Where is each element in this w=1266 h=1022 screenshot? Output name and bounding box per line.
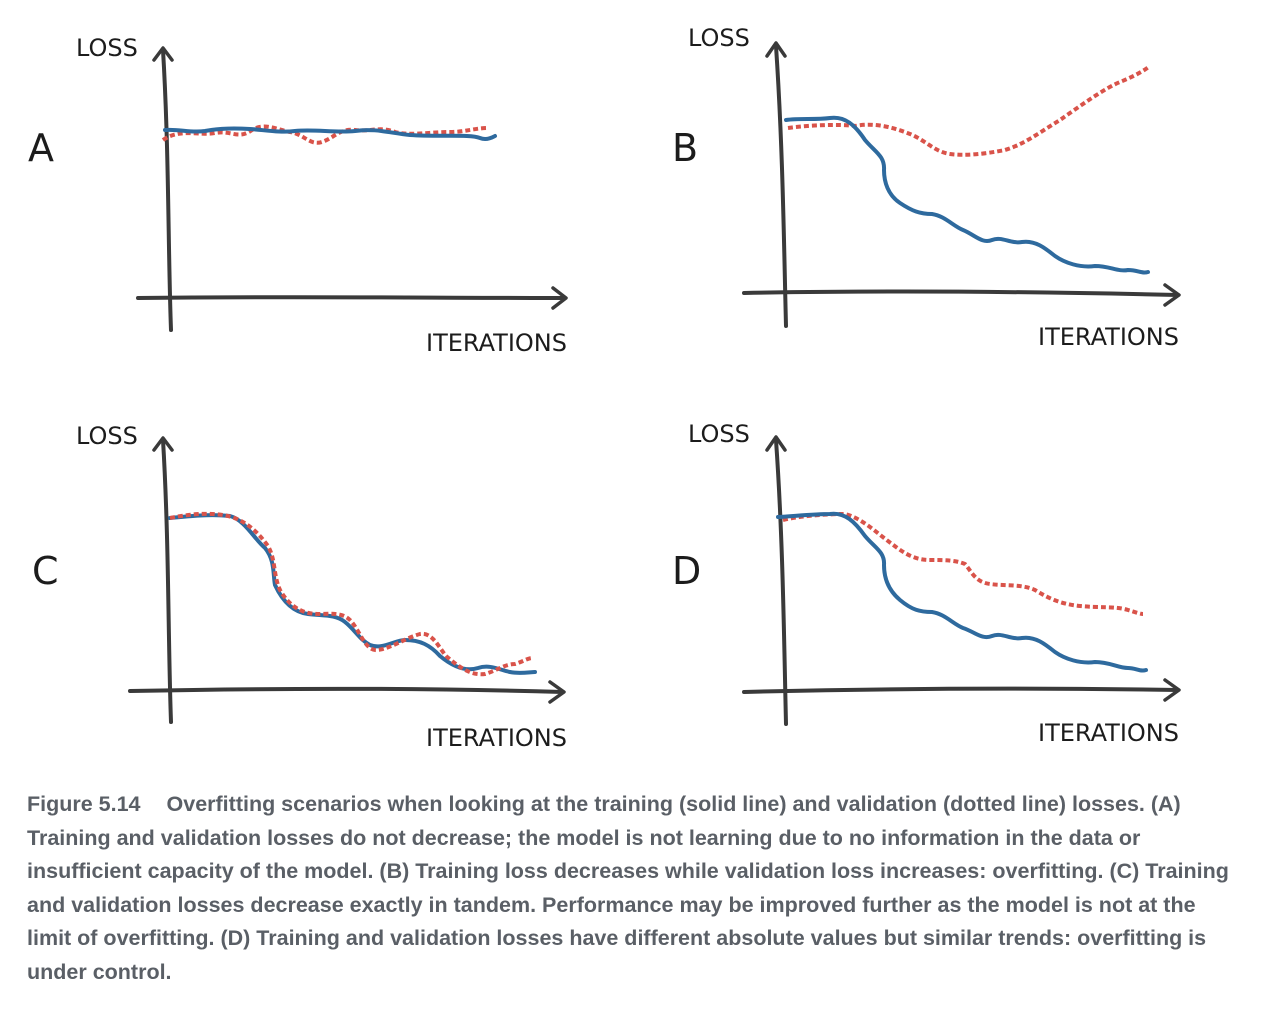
panel-c-letter: C xyxy=(32,549,59,593)
panel-c-training-line xyxy=(168,513,537,675)
panel-d: D LOSS ITERATIONS xyxy=(672,420,1181,747)
panel-c-x-arrow xyxy=(548,680,566,704)
panel-c-xlabel: ITERATIONS xyxy=(426,724,567,752)
panel-d-ylabel: LOSS xyxy=(688,420,750,448)
panel-b-x-axis xyxy=(742,289,1180,297)
figure-caption: Figure 5.14 Overfitting scenarios when lo… xyxy=(27,788,1242,990)
panel-b-y-axis xyxy=(774,44,788,328)
panel-c-y-axis xyxy=(161,438,173,724)
figure-panels: A LOSS ITERATIONS B LOSS ITERATIONS C LO… xyxy=(28,24,1181,752)
figure-number: Figure 5.14 xyxy=(27,792,141,816)
panel-c-ylabel: LOSS xyxy=(76,422,138,450)
panel-d-validation-line xyxy=(782,511,1144,616)
panel-a-x-arrow xyxy=(551,286,568,310)
panel-c-x-axis xyxy=(128,686,565,694)
panel-a-x-axis xyxy=(136,295,567,300)
panel-b-training-line xyxy=(784,115,1150,275)
panel-d-training-line xyxy=(776,511,1148,673)
panel-b-y-arrow xyxy=(765,41,787,58)
panel-d-x-arrow xyxy=(1163,678,1181,702)
panel-a-xlabel: ITERATIONS xyxy=(426,329,567,357)
panel-d-letter: D xyxy=(672,549,701,593)
panel-d-y-axis xyxy=(774,438,788,726)
panel-a-letter: A xyxy=(28,126,54,170)
panel-b-ylabel: LOSS xyxy=(688,24,750,52)
panel-c-validation-line xyxy=(169,511,533,677)
panel-a-y-axis xyxy=(161,48,173,332)
panel-c-y-arrow xyxy=(152,436,174,452)
panel-d-x-axis xyxy=(742,686,1180,694)
panel-a-ylabel: LOSS xyxy=(76,34,138,62)
panel-b-validation-line xyxy=(787,64,1152,157)
panel-c: C LOSS ITERATIONS xyxy=(32,422,567,752)
panel-a-y-arrow xyxy=(152,46,174,62)
panel-b: B LOSS ITERATIONS xyxy=(672,24,1181,351)
panel-a-validation-line xyxy=(161,124,489,145)
panel-d-y-arrow xyxy=(765,435,787,452)
panel-b-x-arrow xyxy=(1163,283,1181,307)
panel-b-letter: B xyxy=(672,126,698,170)
panel-a: A LOSS ITERATIONS xyxy=(28,34,568,357)
panel-b-xlabel: ITERATIONS xyxy=(1038,323,1179,351)
caption-text: Overfitting scenarios when looking at th… xyxy=(27,792,1229,984)
panel-a-training-line xyxy=(163,126,497,142)
panel-d-xlabel: ITERATIONS xyxy=(1038,719,1179,747)
